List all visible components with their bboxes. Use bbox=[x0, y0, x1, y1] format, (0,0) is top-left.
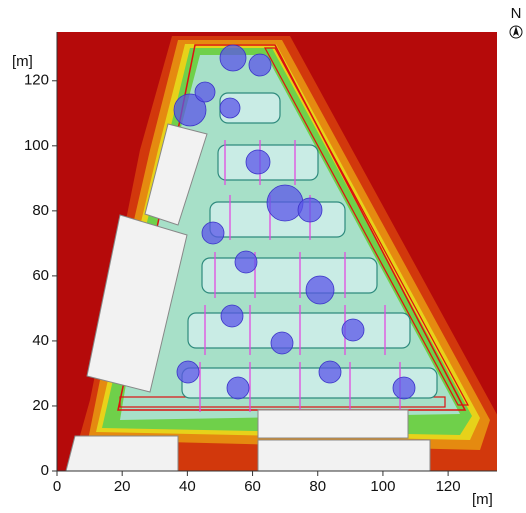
y-tick-label: 40 bbox=[32, 332, 49, 349]
x-tick-label: 60 bbox=[244, 478, 261, 495]
x-axis-label: [m] bbox=[472, 491, 493, 508]
row bbox=[202, 258, 377, 293]
y-tick-label: 80 bbox=[32, 202, 49, 219]
y-tick-label: 120 bbox=[24, 72, 49, 89]
y-tick-label: 20 bbox=[32, 397, 49, 414]
figure: [m] [m] N 0 20 40 60 80 100 120 0 20 40 60 80 100 120 bbox=[0, 0, 526, 508]
building bbox=[258, 440, 430, 471]
x-tick-label: 120 bbox=[436, 478, 461, 495]
x-tick-label: 40 bbox=[179, 478, 196, 495]
x-tick-label: 20 bbox=[114, 478, 131, 495]
building bbox=[258, 410, 408, 438]
x-tick-label: 80 bbox=[309, 478, 326, 495]
building bbox=[66, 436, 178, 471]
x-tick-label: 100 bbox=[370, 478, 395, 495]
x-tick-label: 0 bbox=[53, 478, 61, 495]
compass-label: N bbox=[511, 5, 522, 22]
y-tick-label: 100 bbox=[24, 137, 49, 154]
y-tick-label: 60 bbox=[32, 267, 49, 284]
y-axis-label: [m] bbox=[12, 53, 33, 70]
y-tick-label: 0 bbox=[41, 462, 49, 479]
heat-map bbox=[57, 32, 500, 471]
